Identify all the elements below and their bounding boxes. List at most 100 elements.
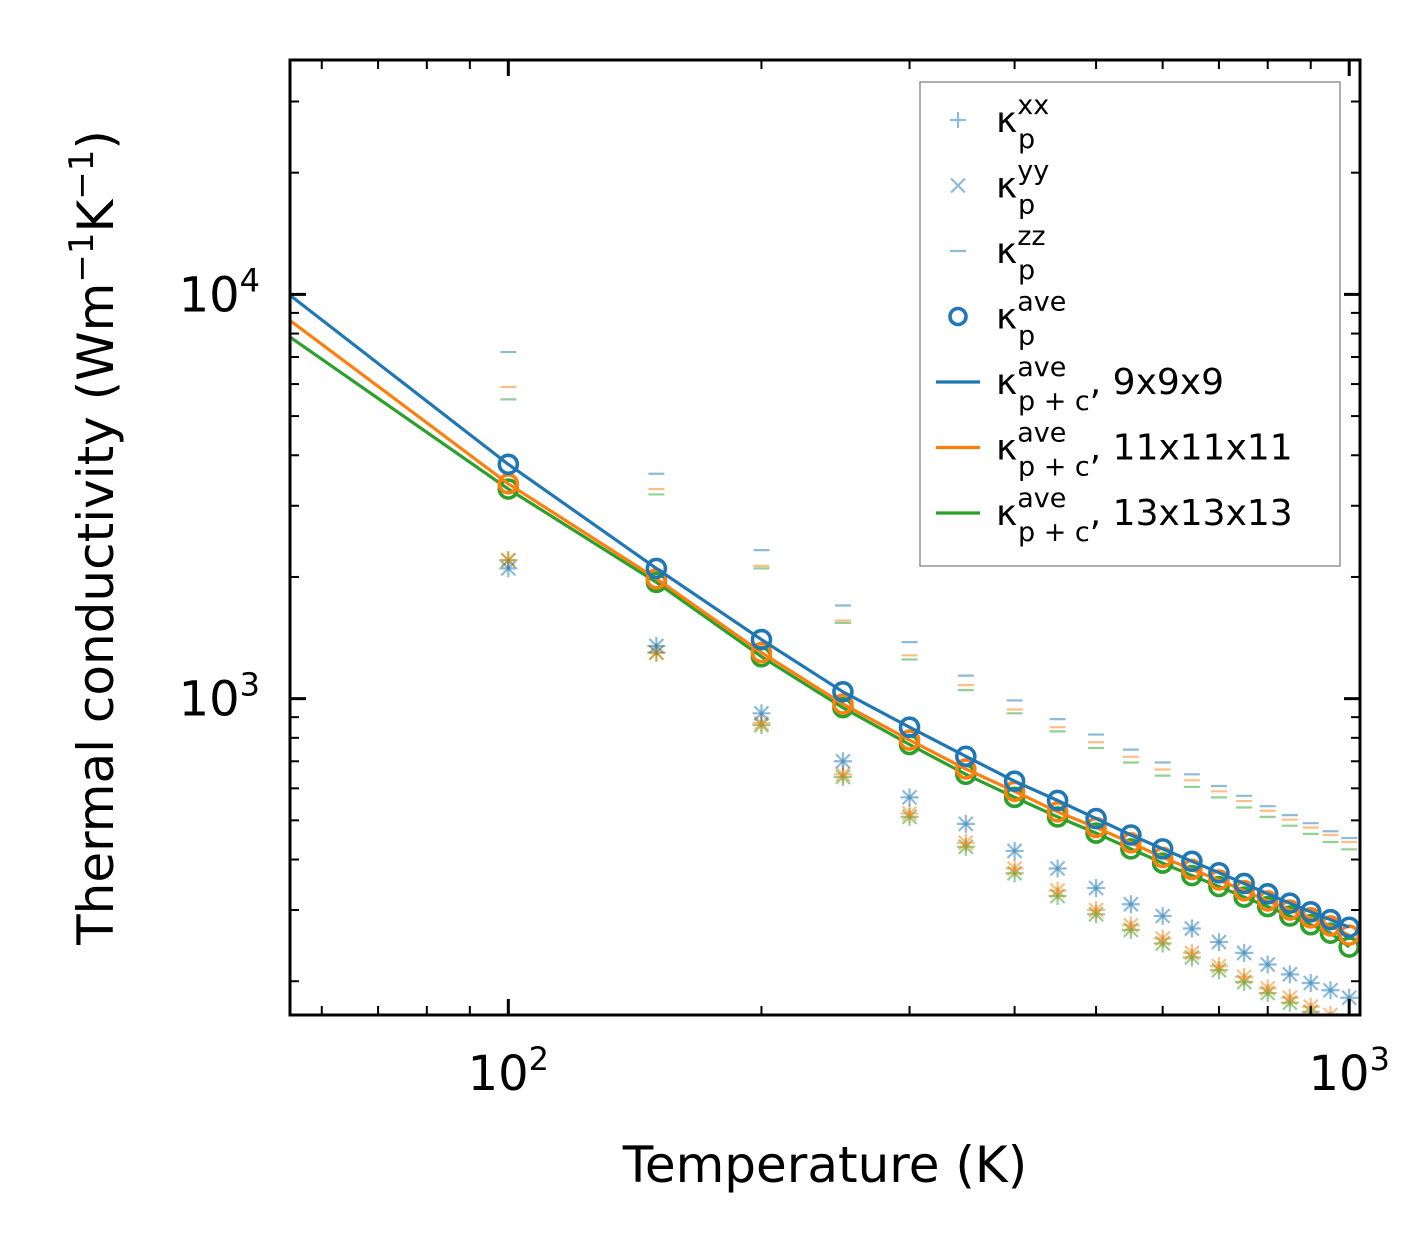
kp-yy-point (958, 816, 974, 832)
kp-yy-point (1154, 908, 1171, 924)
kp-yy-point (1236, 945, 1252, 961)
kp-ave-point (1208, 875, 1230, 898)
kp-ave-point (1233, 886, 1255, 908)
kp-ave-point (1085, 807, 1107, 830)
legend-label: κave p (996, 287, 1066, 352)
x-ticks (320, 60, 1351, 1015)
x-axis-title: Temperature (K) (622, 1136, 1027, 1194)
kp-ave-point (1299, 907, 1322, 929)
y-tick-label: 103 (179, 666, 260, 728)
kp-ave-point (1046, 800, 1069, 823)
kp-yy-point (1236, 969, 1252, 985)
kp-ave-point (1279, 899, 1301, 921)
series-11x11x11-circles (497, 472, 1360, 946)
kp-ave-point (1208, 861, 1230, 884)
kp-yy-point (1322, 982, 1339, 999)
y-ticks (290, 100, 1360, 983)
series-9x9x9-markers (499, 350, 1359, 1007)
series-11x11x11-line (290, 318, 1350, 937)
kp-ave-point (1120, 838, 1142, 860)
kp-ave-point (750, 641, 773, 664)
y-axis-title: Thermal conductivity (Wm−1K−1) (62, 130, 125, 946)
kp-yy-point (1259, 956, 1276, 973)
kp-ave-point (1003, 770, 1026, 792)
kp-ave-point (750, 628, 773, 651)
x-tick-label: 102 (468, 1040, 549, 1102)
legend-label: κave p + c, 11x11x11 (996, 418, 1293, 483)
legend-label: κxx p (996, 90, 1049, 155)
y-tick-label: 104 (179, 261, 260, 323)
kp-ave-point (955, 758, 977, 780)
kp-yy-point (1184, 920, 1200, 937)
axes-layer: 102 103 103 104 Temperature (K) Thermal condu… (62, 58, 1390, 1194)
kp-ave-point (1279, 892, 1301, 914)
series-9x9x9-line (290, 293, 1350, 929)
kp-yy-point (1322, 1007, 1339, 1015)
kp-ave-point (1256, 883, 1279, 905)
kp-ave-point (1256, 890, 1279, 912)
kp-yy-point (1049, 860, 1066, 877)
kp-yy-point (1184, 945, 1200, 961)
kp-yy-point (835, 753, 851, 770)
kp-yy-point (901, 805, 918, 822)
legend-label: κave p + c, 13x13x13 (996, 483, 1293, 548)
kp-yy-point (1302, 975, 1319, 991)
kp-ave-point (1181, 864, 1203, 887)
legend-label: κyy p (996, 156, 1049, 221)
kp-ave-point (1319, 908, 1342, 931)
legend-label: κave p + c, 9x9x9 (996, 352, 1224, 417)
kp-ave-point (1233, 872, 1255, 895)
legend-entry: κave p + c, 13x13x13 (936, 483, 1293, 548)
legend-entry: κxx p (950, 90, 1049, 155)
kp-yy-point (1123, 896, 1139, 913)
kp-ave-point (832, 680, 854, 703)
plot-frame (288, 58, 1362, 1017)
kp-yy-point (1282, 990, 1298, 1006)
kp-ave-point (1299, 913, 1322, 936)
kp-xx-point (1321, 1006, 1340, 1015)
kp-ave-point (1338, 916, 1360, 939)
kp-ave-point (898, 729, 921, 751)
kp-ave-point (645, 557, 668, 580)
legend-entry: κyy p (950, 156, 1049, 221)
series-9x9x9-circles (497, 453, 1360, 939)
kp-yy-point (1211, 934, 1227, 950)
kp-yy-point (1154, 930, 1171, 947)
legend-entry: κave p + c, 9x9x9 (936, 352, 1224, 417)
kp-yy-point (1123, 917, 1139, 934)
kp-ave-point (1120, 824, 1142, 846)
x-tick-label: 103 (1308, 1040, 1389, 1102)
legend-label: κzz p (996, 221, 1046, 286)
legend-entry: κave p + c, 11x11x11 (936, 418, 1293, 483)
kp-yy-point (500, 560, 517, 577)
legend-plus-marker (950, 112, 966, 128)
kp-yy-point (1088, 902, 1104, 918)
kp-ave-point (1181, 850, 1203, 873)
kp-ave-point (1299, 901, 1322, 923)
kp-ave-point (898, 716, 921, 738)
kp-yy-point (1049, 882, 1066, 899)
kp-ave-point (1046, 789, 1069, 812)
legend-circle-marker (948, 306, 968, 327)
series-13x13x13-line (290, 335, 1351, 949)
kp-yy-point (1006, 860, 1023, 877)
kp-yy-point (1006, 843, 1023, 859)
data-layer (290, 293, 1360, 1015)
kp-ave-point (1233, 879, 1255, 902)
kp-yy-point (1259, 980, 1276, 997)
legend-x-marker (950, 177, 966, 194)
kp-yy-point (835, 766, 851, 783)
legend-entry: κzz p (950, 221, 1046, 286)
kp-yy-point (648, 638, 665, 654)
kp-yy-point (753, 705, 770, 722)
kp-ave-point (832, 693, 854, 715)
kp-yy-point (1282, 966, 1298, 983)
legend-box (919, 81, 1341, 567)
kp-yy-point (1341, 990, 1357, 1006)
kp-yy-point (901, 789, 918, 806)
kp-yy-point (958, 835, 974, 851)
kp-yy-point (1088, 880, 1104, 896)
